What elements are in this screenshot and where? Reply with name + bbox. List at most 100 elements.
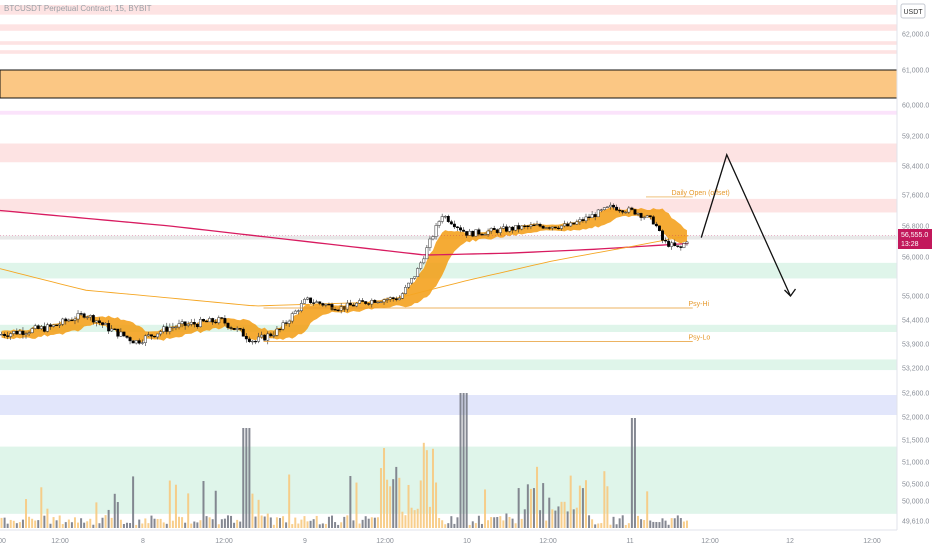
volume-bar — [226, 515, 229, 528]
volume-bar — [603, 471, 606, 528]
volume-bar — [346, 515, 349, 528]
candle-body — [82, 313, 86, 318]
time-tick-label: 12:00 — [215, 538, 233, 545]
volume-bar — [223, 518, 226, 528]
volume-bar — [462, 393, 465, 528]
candle-body — [333, 309, 337, 311]
price-tick-label: 60,000.0 — [902, 103, 929, 110]
volume-bar — [594, 524, 597, 528]
candle-body — [42, 326, 46, 332]
volume-bar — [28, 516, 31, 528]
volume-bar — [474, 523, 477, 528]
candle-body — [52, 324, 55, 327]
time-tick-label: 11 — [626, 538, 633, 545]
volume-bar — [508, 516, 511, 528]
volume-bar — [349, 476, 352, 528]
volume-bar — [340, 522, 343, 528]
volume-bar — [98, 523, 101, 528]
candle-body — [593, 214, 597, 218]
candle-body — [639, 213, 643, 218]
candle-body — [30, 328, 34, 333]
volume-bar — [144, 518, 147, 528]
candle-body — [260, 334, 264, 338]
price-tick-label: 55,000.0 — [902, 294, 929, 301]
volume-bar — [395, 466, 398, 528]
time-axis[interactable] — [0, 530, 932, 550]
candle-body — [263, 334, 267, 341]
volume-bar — [181, 517, 184, 528]
volume-bar — [132, 476, 135, 528]
candle-body — [15, 330, 19, 335]
volume-bar — [407, 484, 410, 528]
price-axis[interactable] — [897, 0, 932, 550]
volume-bar — [529, 488, 532, 528]
volume-bar — [233, 522, 236, 528]
candle-body — [385, 298, 389, 301]
candle-body — [254, 340, 257, 343]
projection-arrowhead — [784, 288, 797, 298]
volume-bar — [557, 506, 560, 528]
volume-bar — [40, 487, 43, 528]
candle-body — [612, 204, 615, 208]
time-tick-label: 12:00 — [701, 538, 719, 545]
level-label: Psy-Hi — [689, 301, 710, 308]
time-tick-label: 9 — [303, 538, 307, 545]
candle-body — [220, 317, 224, 319]
candle-body — [104, 323, 108, 325]
volume-bar — [199, 520, 202, 528]
time-tick-label: 12:00 — [51, 538, 69, 545]
volume-bar — [306, 521, 309, 528]
volume-bar — [517, 488, 520, 528]
candle-body — [36, 325, 40, 329]
volume-bar — [419, 480, 422, 528]
candle-body — [511, 226, 515, 231]
volume-bar — [190, 523, 193, 528]
volume-bar — [477, 515, 480, 528]
candle-body — [550, 226, 554, 229]
current-price-value: 56,555.0 — [901, 232, 928, 239]
candle-body — [605, 206, 609, 208]
candle-body — [477, 229, 481, 235]
volume-bar — [514, 523, 517, 528]
volume-bar — [435, 482, 438, 528]
candle-body — [39, 326, 43, 329]
candle-body — [520, 225, 524, 230]
candle-body — [535, 223, 539, 226]
candle-body — [122, 331, 126, 337]
candle-body — [404, 287, 407, 294]
candle-body — [575, 221, 579, 225]
volume-bar — [55, 520, 58, 528]
zones-layer — [0, 5, 898, 514]
volume-bar — [266, 513, 269, 528]
price-tick-label: 57,600.0 — [902, 193, 929, 200]
volume-bar — [214, 490, 217, 528]
volume-bar — [156, 518, 159, 528]
candle-body — [3, 334, 7, 336]
volume-bar — [239, 521, 242, 528]
volume-bar — [627, 523, 630, 528]
volume-bar — [410, 507, 413, 528]
volume-bar — [615, 524, 618, 528]
candle-body — [79, 313, 83, 315]
currency-button[interactable] — [900, 3, 926, 19]
candle-body — [21, 330, 25, 335]
candle-body — [241, 328, 245, 337]
candle-body — [443, 216, 447, 218]
candle-body — [667, 240, 671, 247]
candle-body — [257, 336, 261, 342]
candle-body — [456, 226, 459, 228]
candle-body — [645, 215, 649, 218]
candle-body — [12, 330, 16, 334]
volume-bar — [251, 493, 254, 528]
volume-bar — [569, 475, 572, 528]
candle-body — [648, 215, 652, 218]
volume-bar — [493, 517, 496, 528]
candle-body — [422, 258, 426, 264]
volume-bar — [658, 522, 661, 528]
volume-bar — [205, 516, 208, 528]
volume-bar — [242, 428, 245, 528]
volume-bar — [288, 474, 291, 528]
candle-body — [306, 297, 309, 300]
volume-bar — [364, 516, 367, 528]
